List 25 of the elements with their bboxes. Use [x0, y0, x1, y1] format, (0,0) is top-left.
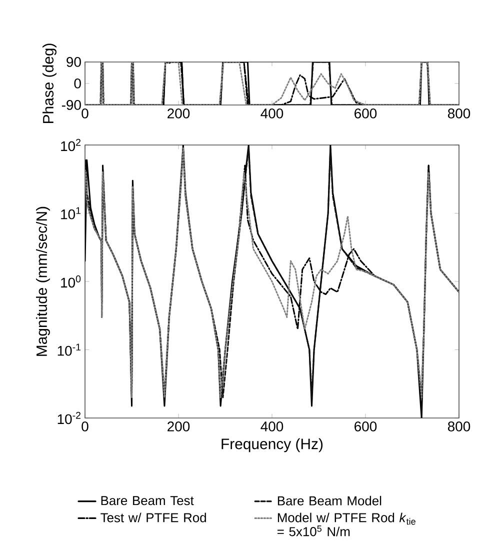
legend-label: Bare Beam Model — [278, 496, 382, 506]
legend-label: Bare Beam Test — [101, 496, 194, 506]
x-tick-label: 200 — [168, 422, 190, 432]
y-axis-title: Phase (deg) — [42, 44, 56, 123]
y-tick-label: 10$^{0}$ — [61, 275, 81, 288]
y-tick-label: 10$^{-2}$ — [58, 412, 80, 424]
legend-label: Test w/ PTFE Rod — [100, 512, 206, 522]
y-tick-label: 10$^{-1}$ — [58, 344, 81, 356]
x-tick-label: 800 — [448, 108, 470, 118]
y-axis-title: Magnitude (mm/sec/N) — [36, 206, 50, 356]
x-tick-label: 200 — [168, 108, 190, 118]
x-axis-title: Frequency (Hz) — [222, 438, 323, 452]
y-tick-label: 0 — [74, 78, 81, 88]
x-tick-label: 600 — [354, 108, 377, 118]
y-tick-label: 10$^{2}$ — [61, 138, 80, 152]
x-tick-label: 600 — [354, 422, 377, 432]
y-tick-label: 90 — [66, 57, 81, 67]
x-tick-label: 0 — [82, 108, 88, 118]
x-tick-label: 0 — [82, 422, 88, 432]
y-tick-label: 10$^{1}$ — [61, 207, 81, 220]
x-tick-label: 400 — [260, 422, 284, 432]
text: Model w/ PTFE Rod k$_{tie}$ = 5x10$^{5}$ N/m — [278, 512, 416, 536]
y-tick-label: -90 — [62, 100, 81, 110]
x-tick-label: 800 — [448, 422, 470, 432]
x-tick-label: 400 — [260, 108, 284, 118]
